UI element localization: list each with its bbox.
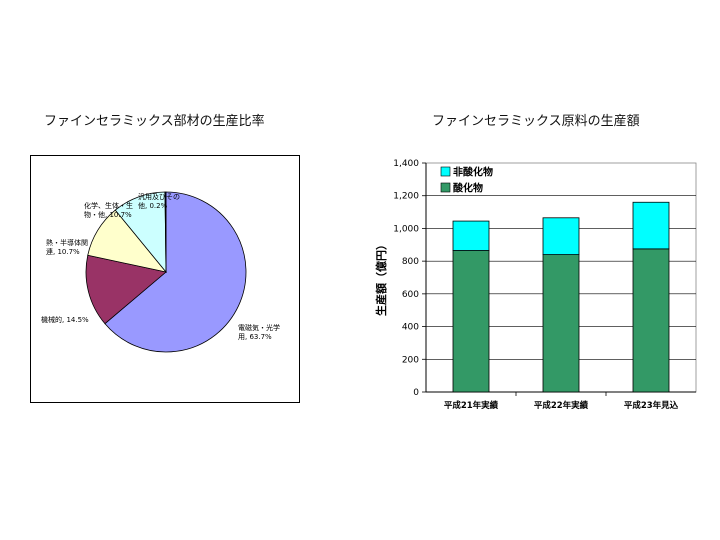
pie-slice-1 — [104, 191, 247, 353]
legend-swatch-2 — [440, 182, 451, 193]
x-tick-label: 平成21年実績 — [444, 400, 499, 411]
y-tick-label: 600 — [402, 290, 419, 300]
pie-slice-2 — [85, 254, 167, 325]
pie-label-2: 機械的, 14.5% — [41, 315, 89, 324]
y-axis-label: 生産額（億円） — [374, 239, 388, 316]
bar-oxide-3 — [632, 248, 670, 393]
y-tick-label: 1,400 — [393, 159, 419, 169]
bar-chart: 0 200 400 600 800 1,000 1,200 1,400 平成21年実績 平成22年… — [374, 159, 697, 411]
bar-oxide-1 — [452, 250, 490, 393]
y-tick-label: 0 — [413, 388, 419, 398]
x-tick-label: 平成22年実績 — [534, 400, 589, 411]
legend-swatch-1 — [440, 166, 451, 177]
bar-nonoxide-3 — [632, 201, 670, 250]
pie-chart-frame: 電磁気・光学用, 63.7% 機械的, 14.5% 熱・半導体関連, 10.7% 化学… — [30, 155, 300, 403]
pie-label-1: 電磁気・光学用, 63.7% — [238, 323, 280, 341]
legend-label-2: 酸化物 — [453, 182, 483, 195]
bar-nonoxide-1 — [452, 220, 490, 251]
x-tick-label: 平成23年見込 — [624, 400, 679, 411]
y-tick-label: 1,200 — [393, 192, 419, 202]
y-tick-label: 200 — [402, 355, 419, 365]
pie-chart: 電磁気・光学用, 63.7% 機械的, 14.5% 熱・半導体関連, 10.7% 化学… — [41, 191, 280, 353]
y-tick-label: 800 — [402, 257, 419, 267]
pie-label-3: 熱・半導体関連, 10.7% — [46, 238, 88, 256]
bar-nonoxide-2 — [542, 217, 580, 255]
bar-oxide-2 — [542, 254, 580, 393]
pie-label-5: 汎用及びその他, 0.2% — [138, 192, 180, 210]
bar-chart-title: ファインセラミックス原料の生産額 — [432, 114, 640, 129]
pie-chart-title: ファインセラミックス部材の生産比率 — [44, 114, 265, 129]
legend-label-1: 非酸化物 — [453, 166, 493, 179]
pie-slice-5 — [164, 191, 167, 273]
y-tick-label: 400 — [402, 323, 419, 333]
pie-label-4: 化学、生体・生物・他, 10.7% — [84, 201, 133, 219]
y-tick-label: 1,000 — [393, 224, 419, 234]
